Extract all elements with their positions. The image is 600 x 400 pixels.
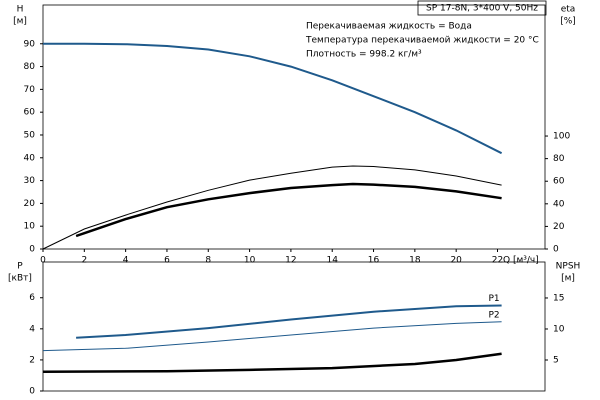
curve	[75, 182, 502, 238]
annotation: Температура перекачиваемой жидкости = 20…	[305, 36, 539, 46]
y-tick-label: 2	[29, 355, 35, 365]
y-axis-label: H	[17, 5, 24, 15]
chart-title: SP 17-8N, 3*400 V, 50Hz	[426, 4, 538, 14]
y2-tick-label: 0	[553, 245, 559, 255]
series-label: P1	[488, 294, 499, 304]
curve	[42, 321, 502, 352]
x-tick-label: 14	[326, 256, 338, 266]
y-tick-label: 4	[29, 324, 35, 334]
y-axis-label: [м]	[13, 17, 27, 27]
annotation: Перекачиваемая жидкость = Вода	[306, 22, 472, 32]
y-tick-label: 30	[24, 176, 36, 186]
x-tick-label: 4	[123, 256, 129, 266]
y2-axis-label: [%]	[560, 17, 576, 27]
x-tick-label: 16	[368, 256, 380, 266]
y2-tick-label: 60	[553, 177, 565, 187]
y-tick-label: 50	[24, 130, 36, 140]
curve	[43, 42, 503, 155]
y2-tick-label: 100	[553, 132, 570, 142]
y2-axis-label: [м]	[561, 274, 575, 284]
y-tick-label: 40	[24, 153, 36, 163]
y-axis-label: P	[17, 262, 23, 272]
y2-tick-label: 15	[553, 293, 564, 303]
plot-frame	[42, 261, 546, 392]
series-label: P2	[488, 310, 499, 320]
y2-axis-label: NPSH	[556, 262, 581, 272]
y-tick-label: 80	[24, 62, 36, 72]
y2-tick-label: 20	[553, 222, 565, 232]
x-tick-label: 18	[409, 256, 421, 266]
y-tick-label: 90	[24, 39, 36, 49]
y2-tick-label: 5	[553, 355, 559, 365]
annotation: Плотность = 998.2 кг/м³	[306, 50, 422, 60]
x-tick-label: 2	[81, 256, 87, 266]
y-tick-label: 70	[24, 85, 36, 95]
x-tick-label: 20	[450, 256, 462, 266]
x-tick-label: 12	[285, 256, 296, 266]
y2-tick-label: 40	[553, 199, 565, 209]
y2-tick-label: 10	[553, 324, 565, 334]
x-tick-label: 6	[164, 256, 170, 266]
y-tick-label: 20	[24, 199, 36, 209]
y-tick-label: 60	[24, 108, 36, 118]
y-tick-label: 6	[29, 293, 35, 303]
y-tick-label: 10	[24, 222, 36, 232]
y2-axis-label: eta	[561, 5, 576, 15]
curve	[42, 352, 502, 374]
curve	[76, 304, 502, 339]
y-tick-label: 0	[29, 245, 35, 255]
x-axis-label: Q [м³/ч]	[503, 256, 539, 266]
title-box	[417, 0, 547, 16]
curve	[42, 165, 502, 250]
x-tick-label: 0	[40, 256, 46, 266]
y-axis-label: [кВт]	[8, 274, 32, 284]
x-tick-label: 10	[244, 256, 256, 266]
x-tick-label: 8	[205, 256, 211, 266]
y-tick-label: 0	[29, 387, 35, 397]
y2-tick-label: 80	[553, 154, 565, 164]
plot-frame	[42, 4, 546, 250]
x-tick-label: 22	[492, 256, 503, 266]
